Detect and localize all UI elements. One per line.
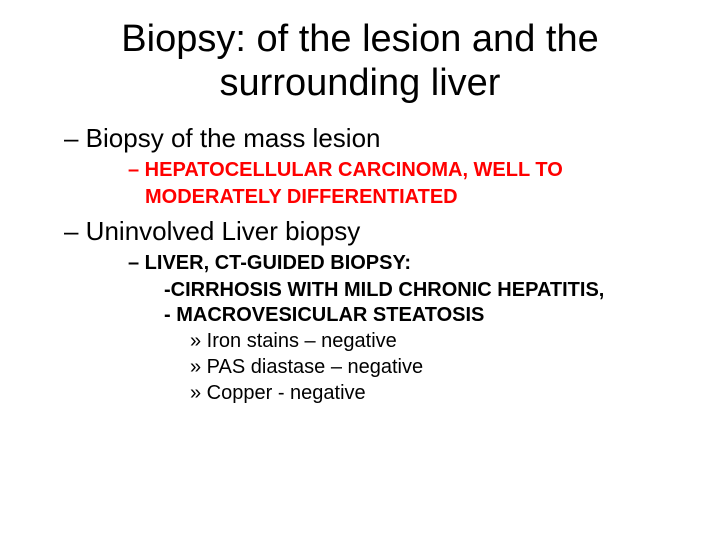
section1-heading: – Biopsy of the mass lesion — [64, 123, 680, 154]
section2-stain3: » Copper - negative — [190, 380, 680, 406]
section2-sub2: -CIRRHOSIS WITH MILD CHRONIC HEPATITIS, — [164, 278, 680, 303]
section2-stain2: » PAS diastase – negative — [190, 354, 680, 380]
section2-stain1: » Iron stains – negative — [190, 328, 680, 354]
section2-sub1: – LIVER, CT-GUIDED BIOPSY: — [128, 251, 680, 276]
section1-finding-line1: – HEPATOCELLULAR CARCINOMA, WELL TO — [128, 158, 680, 183]
title-line2: surrounding liver — [220, 62, 501, 104]
slide-title: Biopsy: of the lesion and the surroundin… — [40, 18, 680, 105]
slide-container: Biopsy: of the lesion and the surroundin… — [0, 0, 720, 540]
section2-heading: – Uninvolved Liver biopsy — [64, 216, 680, 247]
section1-finding-line2: MODERATELY DIFFERENTIATED — [145, 185, 680, 210]
section2-sub3: - MACROVESICULAR STEATOSIS — [164, 303, 680, 328]
title-line1: Biopsy: of the lesion and the — [121, 18, 598, 60]
